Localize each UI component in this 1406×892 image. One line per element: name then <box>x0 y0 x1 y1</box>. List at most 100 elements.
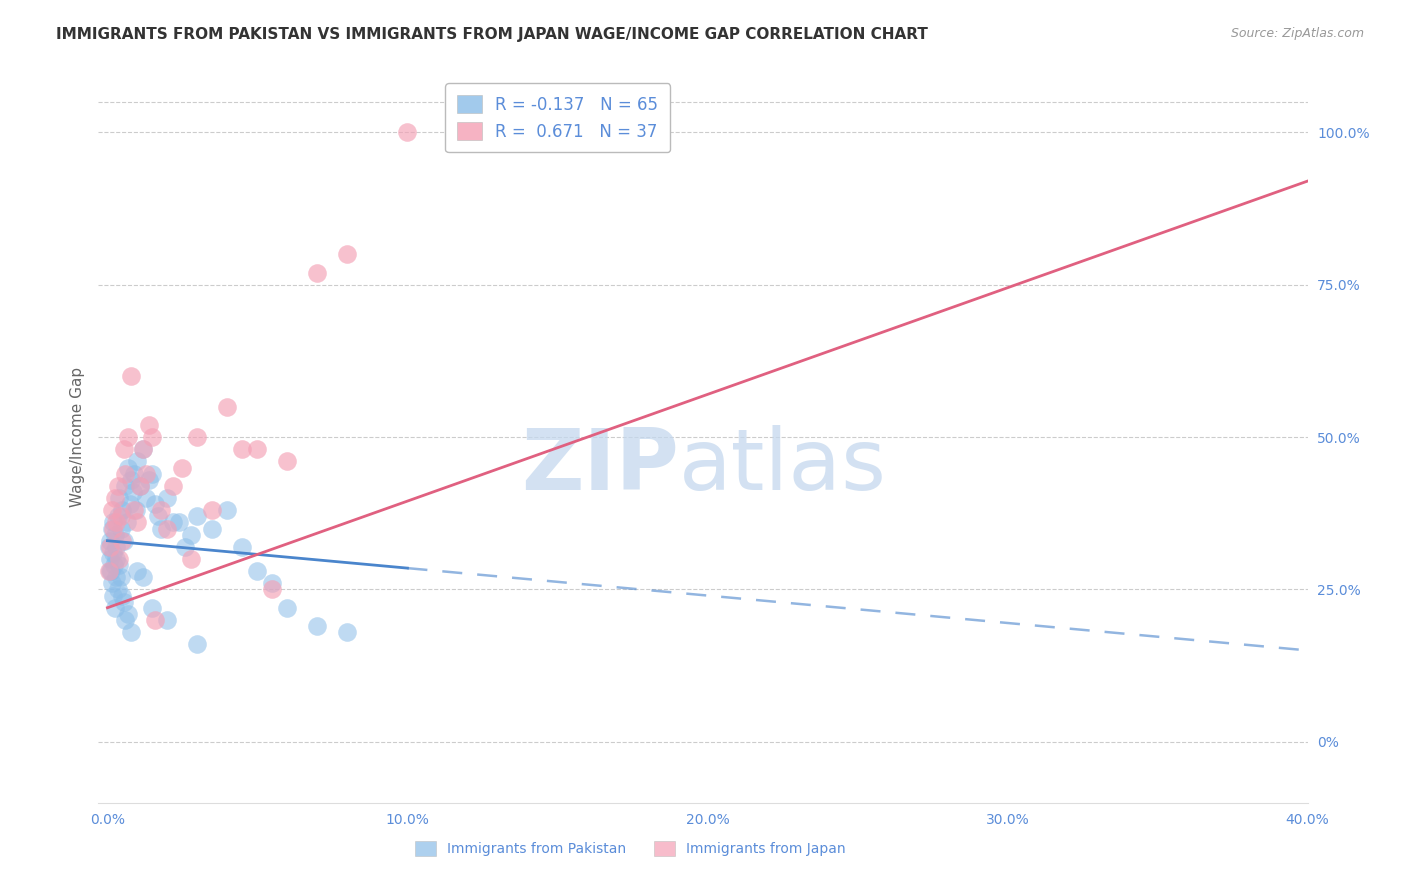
Point <box>112 533 135 548</box>
Point <box>124 467 146 481</box>
Point <box>307 266 329 280</box>
Point <box>129 479 152 493</box>
Point <box>132 570 155 584</box>
Point <box>141 467 163 481</box>
Point <box>104 491 127 505</box>
Point <box>105 552 128 566</box>
Point <box>135 467 157 481</box>
Point <box>101 546 124 560</box>
Point <box>132 442 155 457</box>
Point <box>100 564 122 578</box>
Point <box>186 430 208 444</box>
Point <box>169 516 191 530</box>
Point <box>114 479 136 493</box>
Point <box>118 497 141 511</box>
Point <box>174 540 197 554</box>
Point <box>231 442 253 457</box>
Point <box>141 430 163 444</box>
Point <box>262 576 284 591</box>
Point <box>100 533 122 548</box>
Point <box>396 125 419 139</box>
Point <box>101 521 124 535</box>
Point <box>112 442 135 457</box>
Point <box>98 552 121 566</box>
Point <box>217 400 239 414</box>
Point <box>97 564 120 578</box>
Point <box>107 509 129 524</box>
Point <box>100 540 122 554</box>
Point <box>186 509 208 524</box>
Point <box>112 594 135 608</box>
Legend: Immigrants from Pakistan, Immigrants from Japan: Immigrants from Pakistan, Immigrants fro… <box>409 836 851 862</box>
Point <box>125 503 148 517</box>
Point <box>105 516 128 530</box>
Point <box>156 613 179 627</box>
Point <box>132 442 155 457</box>
Point <box>103 589 125 603</box>
Text: ZIP: ZIP <box>522 425 679 508</box>
Point <box>162 479 184 493</box>
Point <box>107 582 129 597</box>
Point <box>180 527 202 541</box>
Point <box>103 516 125 530</box>
Point <box>110 570 132 584</box>
Point <box>120 369 142 384</box>
Y-axis label: Wage/Income Gap: Wage/Income Gap <box>69 367 84 508</box>
Point <box>336 247 359 261</box>
Point <box>138 473 160 487</box>
Point <box>103 558 125 573</box>
Point <box>124 503 146 517</box>
Point <box>111 533 134 548</box>
Point <box>127 564 149 578</box>
Point <box>217 503 239 517</box>
Point <box>180 552 202 566</box>
Point <box>262 582 284 597</box>
Point <box>114 467 136 481</box>
Point <box>201 503 224 517</box>
Point <box>100 564 122 578</box>
Point <box>145 613 167 627</box>
Text: atlas: atlas <box>679 425 887 508</box>
Point <box>104 527 127 541</box>
Text: Source: ZipAtlas.com: Source: ZipAtlas.com <box>1230 27 1364 40</box>
Point <box>104 540 127 554</box>
Point <box>127 454 149 468</box>
Point <box>117 607 139 621</box>
Point <box>156 521 179 535</box>
Point <box>162 516 184 530</box>
Point <box>117 430 139 444</box>
Point <box>276 600 298 615</box>
Point <box>97 540 120 554</box>
Point <box>150 503 173 517</box>
Point <box>108 552 131 566</box>
Text: IMMIGRANTS FROM PAKISTAN VS IMMIGRANTS FROM JAPAN WAGE/INCOME GAP CORRELATION CH: IMMIGRANTS FROM PAKISTAN VS IMMIGRANTS F… <box>56 27 928 42</box>
Point <box>110 509 132 524</box>
Point <box>336 625 359 640</box>
Point <box>105 570 128 584</box>
Point <box>111 503 134 517</box>
Point <box>145 497 167 511</box>
Point <box>120 473 142 487</box>
Point <box>111 589 134 603</box>
Point <box>110 521 132 535</box>
Point <box>186 637 208 651</box>
Point <box>114 613 136 627</box>
Point <box>108 558 131 573</box>
Point <box>127 516 149 530</box>
Point <box>156 491 179 505</box>
Point <box>246 564 269 578</box>
Point <box>276 454 298 468</box>
Point <box>120 625 142 640</box>
Point <box>172 460 194 475</box>
Point <box>107 479 129 493</box>
Point <box>129 479 152 493</box>
Point <box>135 491 157 505</box>
Point <box>115 516 138 530</box>
Point <box>103 521 125 535</box>
Point <box>138 417 160 432</box>
Point <box>101 576 124 591</box>
Point <box>108 491 131 505</box>
Point <box>201 521 224 535</box>
Point <box>104 600 127 615</box>
Point <box>117 460 139 475</box>
